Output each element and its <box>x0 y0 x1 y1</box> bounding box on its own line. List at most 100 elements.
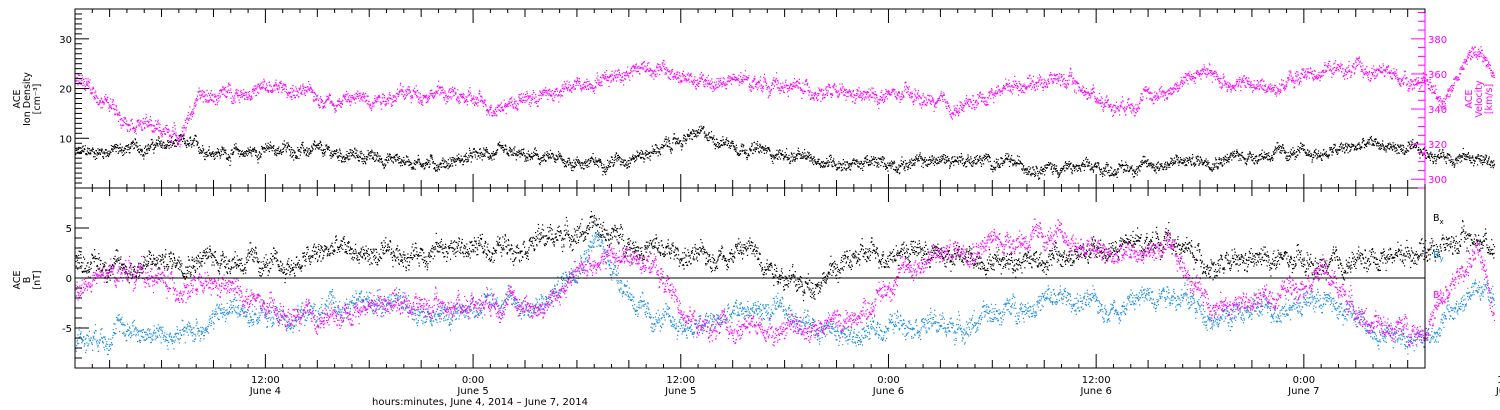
data-point <box>907 165 909 167</box>
data-point <box>766 150 768 152</box>
data-point <box>348 155 350 157</box>
data-point <box>1004 155 1006 157</box>
data-point <box>713 144 715 146</box>
data-point <box>454 157 456 160</box>
data-point <box>442 157 444 159</box>
data-point <box>153 131 155 133</box>
data-point <box>258 158 260 160</box>
data-point <box>1180 159 1182 161</box>
data-point <box>1493 163 1496 165</box>
data-point <box>609 166 611 168</box>
data-point <box>910 162 912 164</box>
data-point <box>1157 161 1159 163</box>
data-point <box>145 153 147 155</box>
data-point <box>723 144 725 146</box>
data-point <box>900 166 902 168</box>
data-point <box>564 163 566 165</box>
data-point <box>526 160 528 162</box>
data-point <box>700 130 702 132</box>
data-point <box>622 159 624 161</box>
data-point <box>1149 162 1151 164</box>
data-point <box>90 92 93 94</box>
data-point <box>1353 145 1355 147</box>
data-point <box>348 159 350 161</box>
data-point <box>581 162 583 164</box>
data-point <box>992 168 994 170</box>
data-point <box>1274 146 1276 148</box>
data-point <box>214 96 216 98</box>
data-point <box>488 158 490 160</box>
data-point <box>800 154 803 156</box>
data-point <box>343 155 345 157</box>
data-point <box>444 166 446 169</box>
data-point <box>94 156 96 158</box>
data-point <box>1437 156 1439 158</box>
data-point <box>257 154 259 156</box>
data-point <box>1449 161 1452 163</box>
data-point <box>705 135 707 137</box>
data-point <box>128 124 130 126</box>
data-point <box>651 152 653 154</box>
data-point <box>352 154 354 156</box>
data-point <box>1301 148 1303 150</box>
data-point <box>511 148 513 151</box>
data-point <box>728 147 730 149</box>
data-point <box>822 160 824 163</box>
data-point <box>968 159 970 161</box>
data-point <box>1280 149 1282 152</box>
data-point <box>1418 149 1420 151</box>
data-point <box>383 167 385 169</box>
data-point <box>319 104 321 107</box>
data-point <box>683 138 685 140</box>
data-point <box>604 171 606 174</box>
data-point <box>173 130 175 132</box>
data-point <box>193 105 195 107</box>
data-point <box>1402 152 1404 154</box>
data-point <box>162 128 164 130</box>
data-point <box>838 167 840 169</box>
data-point <box>340 106 342 108</box>
data-point <box>1077 169 1079 171</box>
data-point <box>1191 164 1193 166</box>
data-point <box>266 83 268 85</box>
data-point <box>1223 160 1225 162</box>
data-point <box>1355 145 1357 147</box>
data-point <box>777 153 779 155</box>
data-point <box>1033 169 1035 171</box>
data-point <box>1411 141 1413 143</box>
data-point <box>547 152 549 154</box>
data-point <box>156 139 158 141</box>
data-point <box>1217 167 1219 169</box>
data-point <box>341 161 343 163</box>
data-point <box>1442 149 1444 151</box>
data-point <box>1219 159 1221 161</box>
data-point <box>324 151 327 153</box>
data-point <box>148 148 150 150</box>
data-point <box>1435 160 1437 162</box>
data-point <box>290 151 292 153</box>
data-point <box>319 140 321 142</box>
data-point <box>115 108 117 110</box>
data-point <box>1160 164 1163 166</box>
data-point <box>149 145 151 147</box>
data-point <box>1450 159 1452 161</box>
data-point <box>154 130 156 132</box>
data-point <box>1019 163 1021 165</box>
data-point <box>1014 160 1016 162</box>
data-point <box>455 164 457 166</box>
data-point <box>1057 173 1059 175</box>
data-point <box>937 156 939 158</box>
data-point <box>1075 166 1077 168</box>
data-point <box>1170 157 1172 159</box>
data-point <box>1019 160 1021 162</box>
data-point <box>623 160 625 162</box>
data-point <box>497 142 499 144</box>
data-point <box>783 159 785 161</box>
data-point <box>263 87 265 89</box>
data-point <box>137 119 139 122</box>
data-point <box>265 87 267 89</box>
data-point <box>1154 170 1156 172</box>
data-point <box>1115 174 1117 176</box>
data-point <box>747 153 749 155</box>
data-point <box>270 90 272 92</box>
